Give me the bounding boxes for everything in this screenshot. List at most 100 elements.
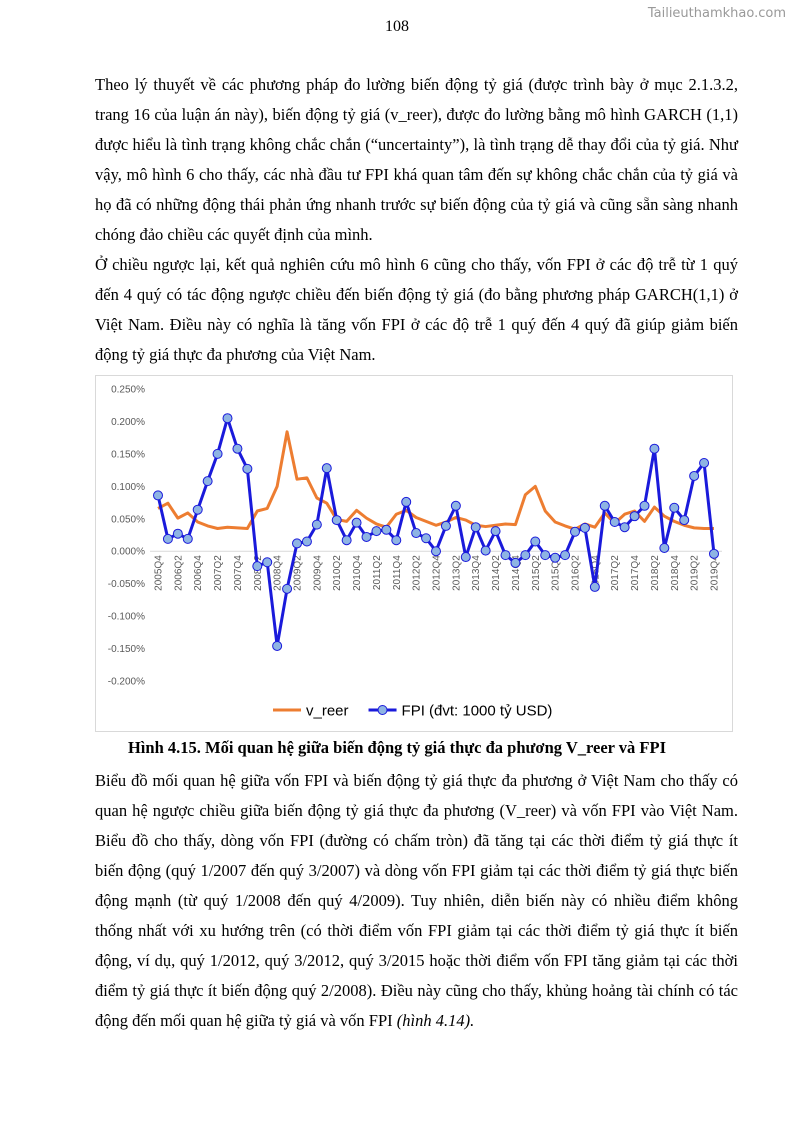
x-tick-label: 2007Q4 [233, 555, 244, 591]
x-tick-label: 2010Q2 [332, 555, 343, 591]
point-marker [431, 546, 441, 557]
paragraph: Theo lý thuyết về các phương pháp đo lườ… [95, 75, 738, 244]
point-marker [172, 528, 183, 539]
point-marker [500, 550, 511, 561]
figure-reference: (hình 4.14). [396, 1011, 475, 1030]
x-tick-label: 2009Q4 [312, 555, 323, 591]
point-marker [659, 542, 670, 553]
point-marker [192, 504, 203, 515]
point-marker [570, 526, 580, 537]
point-marker [272, 640, 283, 651]
y-tick-label: -0.100% [108, 612, 145, 623]
paragraph: Ở chiều ngược lại, kết quả nghiên cứu mô… [95, 255, 738, 364]
x-tick-label: 2011Q2 [372, 555, 383, 590]
watermark: Tailieuthamkhao.com [647, 6, 786, 21]
x-tick-label: 2005Q4 [154, 555, 165, 591]
point-marker [679, 515, 690, 526]
point-marker [460, 552, 471, 563]
point-marker [639, 500, 650, 511]
point-marker [540, 550, 551, 561]
x-tick-label: 2015Q2 [531, 555, 542, 591]
point-marker [421, 533, 432, 544]
point-marker [699, 457, 710, 468]
point-marker [162, 533, 173, 544]
point-marker [321, 463, 332, 474]
legend-label: v_reer [306, 703, 349, 720]
x-tick-label: 2018Q2 [650, 555, 661, 591]
point-marker [629, 511, 640, 522]
y-tick-label: -0.050% [108, 579, 145, 590]
x-tick-label: 2008Q2 [253, 555, 264, 591]
y-tick-label: 0.000% [111, 547, 145, 558]
paragraph-text: Biểu đồ mối quan hệ giữa vốn FPI và biến… [95, 771, 738, 1030]
point-marker [182, 533, 193, 544]
point-marker [282, 583, 293, 594]
point-marker [331, 515, 342, 526]
y-tick-label: 0.050% [111, 514, 145, 525]
line-series [157, 430, 714, 531]
chart-border [95, 375, 733, 732]
point-marker [262, 557, 273, 568]
x-tick-label: 2010Q4 [352, 555, 363, 591]
point-marker [361, 531, 372, 542]
point-marker [440, 520, 451, 531]
y-tick-label: -0.200% [108, 677, 145, 688]
point-marker [381, 524, 392, 535]
point-marker [232, 443, 243, 454]
x-tick-label: 2017Q2 [610, 555, 621, 591]
point-marker [510, 557, 521, 568]
point-marker [530, 536, 541, 547]
point-marker [411, 528, 422, 539]
point-marker [550, 552, 561, 563]
x-tick-label: 2015Q4 [551, 555, 562, 591]
point-marker [153, 490, 163, 501]
x-tick-label: 2017Q4 [630, 555, 641, 591]
x-tick-label: 2007Q2 [213, 555, 224, 591]
point-marker [490, 526, 501, 537]
x-tick-label: 2016Q2 [571, 555, 582, 591]
point-marker [599, 500, 610, 511]
point-marker [470, 522, 481, 533]
y-tick-label: 0.150% [111, 449, 145, 460]
y-tick-label: 0.200% [111, 417, 145, 428]
x-tick-label: 2008Q4 [273, 555, 284, 591]
point-marker [649, 443, 660, 454]
x-tick-label: 2006Q4 [193, 555, 204, 591]
point-marker [689, 470, 700, 481]
point-marker [292, 538, 302, 549]
x-tick-label: 2009Q2 [293, 555, 304, 591]
x-tick-label: 2012Q4 [432, 555, 443, 591]
point-marker [391, 535, 402, 546]
x-tick-label: 2011Q4 [392, 555, 403, 590]
point-marker [450, 500, 461, 511]
y-tick-label: 0.100% [111, 482, 145, 493]
point-marker [301, 536, 312, 547]
point-marker [212, 448, 223, 459]
point-marker [351, 517, 362, 528]
point-marker [609, 517, 620, 528]
text-block: Theo lý thuyết về các phương pháp đo lườ… [95, 70, 738, 370]
x-tick-label: 2019Q2 [690, 555, 701, 591]
legend-marker [377, 705, 388, 715]
x-tick-label: 2006Q2 [173, 555, 184, 591]
y-tick-label: 0.250% [111, 385, 145, 396]
x-tick-label: 2014Q4 [511, 555, 522, 591]
point-marker [371, 526, 382, 537]
paragraph: Biểu đồ mối quan hệ giữa vốn FPI và biến… [95, 766, 738, 1036]
point-marker [560, 550, 571, 561]
point-marker [202, 476, 213, 487]
page-number: 108 [385, 18, 409, 35]
point-marker [619, 522, 630, 533]
point-marker [311, 519, 322, 530]
point-marker [669, 502, 680, 513]
chart: -0.200% -0.150% -0.100% -0.050% 0.000% 0.050%… [95, 375, 733, 732]
point-marker [709, 548, 719, 559]
x-tick-label: 2012Q2 [412, 555, 423, 591]
figure-caption: Hình 4.15. Mối quan hệ giữa biến động tỷ… [127, 738, 667, 757]
point-marker [341, 535, 352, 546]
point-marker [579, 522, 590, 533]
x-tick-label: 2018Q4 [670, 555, 681, 591]
point-marker [222, 413, 233, 424]
y-tick-label: -0.150% [108, 644, 145, 655]
